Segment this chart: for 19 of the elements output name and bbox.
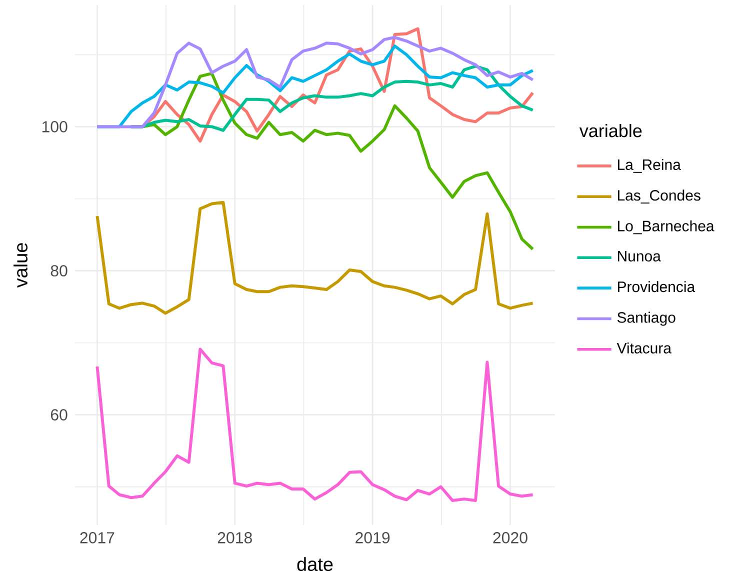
y-tick-label: 80 bbox=[50, 265, 68, 276]
y-tick-label: 60 bbox=[50, 409, 68, 420]
line-series bbox=[96, 200, 534, 315]
x-axis-title: date bbox=[297, 557, 333, 571]
legend-label: Lo_Barnechea bbox=[618, 220, 714, 234]
y-tick-label: 100 bbox=[42, 121, 68, 132]
legend-label: Santiago bbox=[617, 312, 676, 326]
legend-label: Nunoa bbox=[618, 251, 661, 262]
x-tick-label: 2017 bbox=[80, 532, 114, 544]
legend-label: Providencia bbox=[618, 281, 696, 292]
legend-label: Vitacura bbox=[616, 342, 672, 354]
line-series bbox=[96, 348, 534, 502]
x-tick-label: 2020 bbox=[493, 532, 528, 544]
y-axis-title: value bbox=[14, 243, 28, 288]
x-tick-label: 2019 bbox=[356, 532, 390, 544]
x-tick-label: 2018 bbox=[218, 532, 252, 544]
legend-title: variable bbox=[579, 124, 642, 138]
legend-label: La_Reina bbox=[618, 159, 681, 173]
legend-label: Las_Condes bbox=[618, 190, 700, 204]
